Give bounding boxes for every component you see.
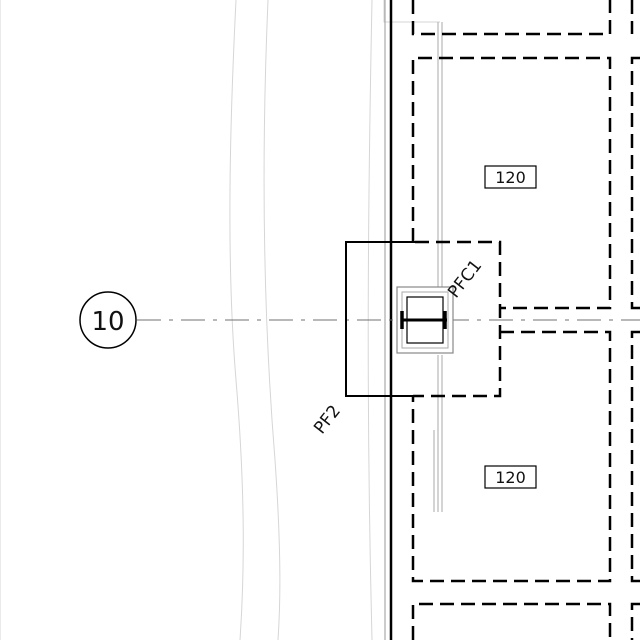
slab-tag-lower-label: 120 bbox=[495, 468, 526, 487]
footing-tag-label: PF2 bbox=[310, 401, 345, 438]
service-line bbox=[433, 22, 443, 512]
slab-outline-top-strip bbox=[411, 0, 612, 36]
slab-outline-upper bbox=[411, 56, 612, 310]
slab-outline-right-lower bbox=[630, 330, 640, 583]
column-tag-label: PFC1 bbox=[444, 256, 486, 302]
faint-contours bbox=[0, 0, 440, 640]
pad-footing-pf2 bbox=[345, 240, 502, 398]
slab-outline-right-bottom bbox=[630, 602, 640, 640]
slab-outline-bottom-strip bbox=[411, 602, 612, 640]
slab-outline-lower bbox=[411, 330, 612, 583]
grid-bubble: 10 bbox=[79, 291, 137, 349]
column-pfc1 bbox=[396, 286, 454, 354]
slab-tag-lower: 120 bbox=[484, 465, 537, 489]
slab-tag-upper-label: 120 bbox=[495, 168, 526, 187]
slab-outlines bbox=[411, 0, 640, 640]
grid-bubble-label: 10 bbox=[91, 307, 124, 337]
slab-tag-upper: 120 bbox=[484, 165, 537, 189]
slab-outline-right-upper bbox=[630, 56, 640, 310]
